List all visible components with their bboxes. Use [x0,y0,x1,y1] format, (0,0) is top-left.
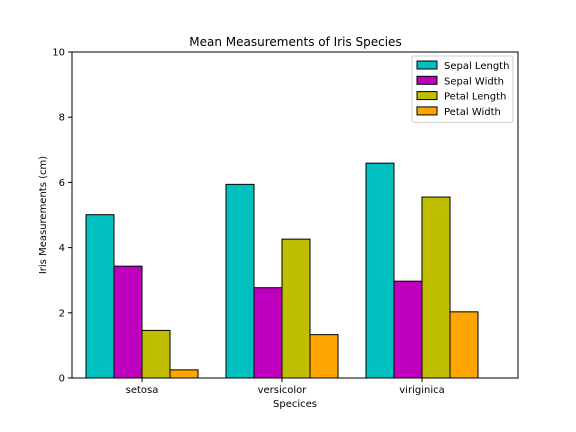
bar-sepal-width-viriginica [393,280,423,379]
bar-petal-width-versicolor [309,334,339,379]
legend: Sepal Length Sepal Width Petal Length Petal… [411,55,514,123]
x-tick-label: setosa [126,385,159,396]
y-tick-label: 0 [59,374,65,385]
y-tick-label: 8 [59,113,65,124]
bar-sepal-length-setosa [85,214,115,379]
y-axis-ticks: 0 2 4 6 8 10 [52,48,72,385]
legend-swatch [416,60,438,70]
bar-sepal-width-setosa [113,265,143,379]
bar-sepal-length-versicolor [225,183,255,379]
x-tick-label: versicolor [258,385,308,396]
y-tick-label: 10 [52,48,65,59]
x-axis-title: Specices [273,399,317,410]
legend-box [411,55,514,123]
legend-label: Sepal Length [444,61,509,72]
y-tick-label: 6 [59,178,65,189]
bar-petal-width-setosa [169,369,199,379]
legend-label: Petal Width [444,107,501,118]
x-tick-label: viriginica [399,385,444,396]
chart-title: Mean Measurements of Iris Species [189,35,401,49]
bars-group [85,162,479,379]
plot-frame [71,51,519,379]
legend-swatch [416,75,438,85]
bar-petal-length-versicolor [281,238,311,379]
y-tick-label: 2 [59,308,65,319]
legend-swatch [416,91,438,101]
legend-label: Sepal Width [444,76,504,87]
bar-sepal-width-versicolor [253,287,283,379]
bar-petal-length-setosa [141,329,171,379]
legend-label: Petal Length [444,92,506,103]
bar-sepal-length-viriginica [365,162,395,379]
legend-swatch [416,106,438,116]
y-tick-label: 4 [59,243,65,254]
bar-petal-length-viriginica [421,196,451,379]
y-axis-title: Iris Measurements (cm) [38,156,49,274]
x-axis-ticks: setosa versicolor viriginica [126,378,445,396]
bar-petal-width-viriginica [449,311,479,379]
